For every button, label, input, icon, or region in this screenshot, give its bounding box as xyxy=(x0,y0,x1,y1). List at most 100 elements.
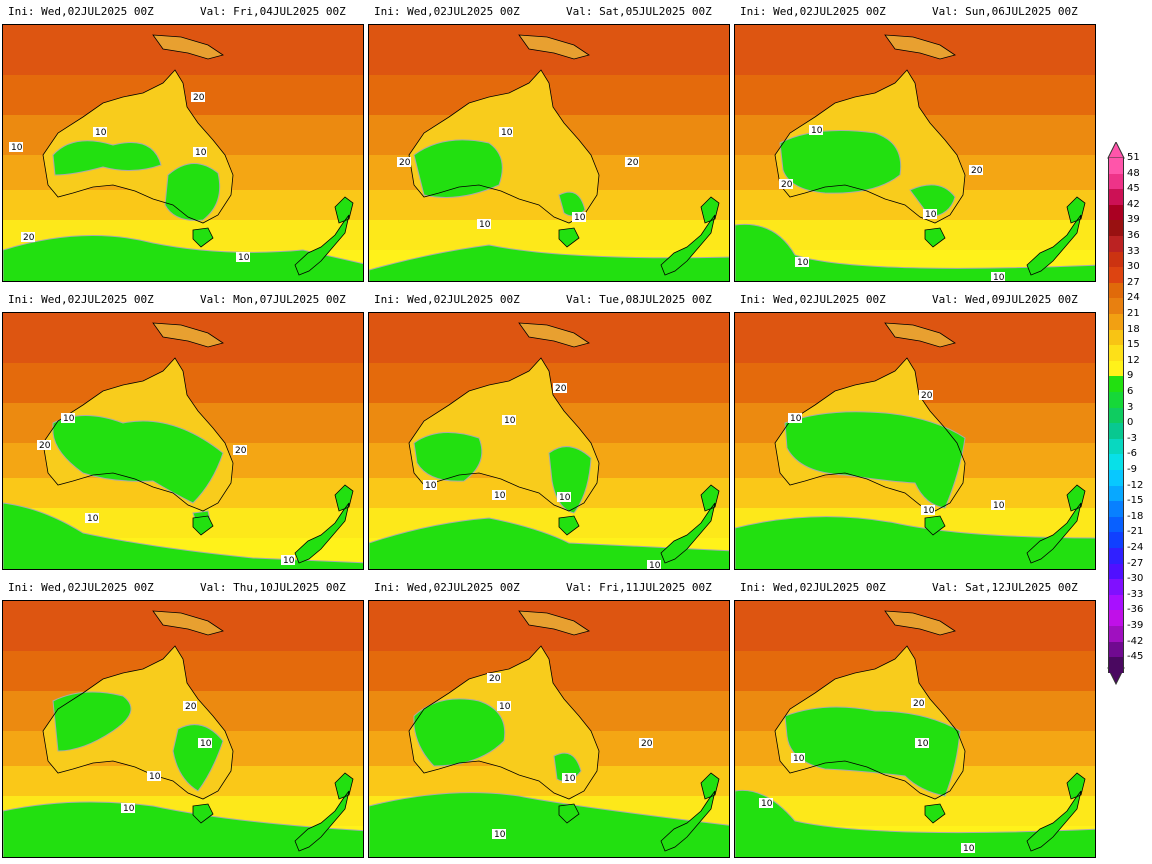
tasmania-coastline xyxy=(924,803,946,824)
contour-label: 10 xyxy=(95,128,107,138)
contour-label: 10 xyxy=(993,501,1005,511)
contour-label-bg xyxy=(779,179,793,189)
tasmania-coastline xyxy=(192,803,214,824)
contour-label: 10 xyxy=(87,514,99,524)
temperature-map: 10 20 20 10 10 xyxy=(2,312,364,570)
contour-label: 10 xyxy=(793,754,805,764)
contour-label: 20 xyxy=(39,441,51,451)
contour-label-bg xyxy=(9,142,23,152)
colorbar-tick-label: -39 xyxy=(1127,620,1144,631)
contour-label-bg xyxy=(37,440,51,450)
colorbar-tick-label: 21 xyxy=(1127,308,1140,319)
new-guinea-coastline xyxy=(884,322,956,348)
cold-region xyxy=(558,191,586,217)
init-time-label: Ini: Wed,02JUL2025 00Z xyxy=(8,293,154,306)
forecast-panel-9: Ini: Wed,02JUL2025 00Z Val: Sat,12JUL202… xyxy=(732,576,1098,864)
contour-label: 20 xyxy=(235,446,247,456)
colorbar-swatch xyxy=(1108,438,1124,455)
contour-label-bg xyxy=(85,513,99,523)
cold-region xyxy=(413,698,506,767)
valid-prefix: Val: xyxy=(200,293,227,306)
contour-label: 10 xyxy=(200,739,212,749)
contour-label-bg xyxy=(492,490,506,500)
contour-label: 10 xyxy=(574,213,586,223)
cold-region xyxy=(779,130,902,194)
temperature-map: 20 10 10 10 xyxy=(734,312,1096,570)
colorbar-tick-label: -9 xyxy=(1127,464,1137,475)
contour-label-bg xyxy=(923,209,937,219)
init-time-label: Ini: Wed,02JUL2025 00Z xyxy=(8,5,154,18)
new-zealand-coastline xyxy=(660,772,720,852)
contour-label-bg xyxy=(191,92,205,102)
contour-label-bg xyxy=(477,219,491,229)
new-guinea-coastline xyxy=(518,322,590,348)
map-canvas: 10 20 20 10 10 xyxy=(369,25,729,281)
colorbar-tick-label: -3 xyxy=(1127,432,1137,444)
colorbar-swatch xyxy=(1108,532,1124,549)
contour-label: 20 xyxy=(971,166,983,176)
tasmania-coastline xyxy=(558,803,580,824)
cold-region xyxy=(52,140,162,176)
colorbar-swatch xyxy=(1108,501,1124,518)
valid-time-label: Val: Mon,07JUL2025 00Z xyxy=(200,293,346,306)
contour-label-bg xyxy=(423,480,437,490)
init-time-label: Ini: Wed,02JUL2025 00Z xyxy=(740,5,886,18)
contour-label: 10 xyxy=(123,804,135,814)
cold-region xyxy=(735,516,1095,569)
contour-label-bg xyxy=(553,383,567,393)
australia-coastline xyxy=(774,357,966,512)
contour-label-bg xyxy=(198,738,212,748)
valid-time-value: Val: Wed,09JUL2025 00Z xyxy=(932,293,1078,306)
contour-label-bg xyxy=(397,157,411,167)
temperature-band xyxy=(369,220,729,250)
contour-label-bg xyxy=(969,165,983,175)
forecast-panel-6: Ini: Wed,02JUL2025 00Z Val: Wed,09JUL202… xyxy=(732,288,1098,576)
new-guinea-coastline xyxy=(152,322,224,348)
contour-label-bg xyxy=(919,390,933,400)
colorbar-swatch xyxy=(1108,236,1124,253)
map-canvas: 10 20 20 10 10 10 xyxy=(735,25,1095,281)
cold-region xyxy=(3,235,363,281)
contour-label: 20 xyxy=(627,158,639,168)
contour-label-bg xyxy=(788,413,802,423)
cold-region xyxy=(735,789,1095,857)
contour-label: 20 xyxy=(193,93,205,103)
colorbar-swatch xyxy=(1108,563,1124,580)
australia-coastline xyxy=(42,357,234,512)
colorbar-tick-label: -24 xyxy=(1127,542,1144,553)
new-guinea-coastline xyxy=(518,610,590,636)
temperature-map: 10 20 20 10 10 10 xyxy=(734,24,1096,282)
valid-time-label: Val: Tue,08JUL2025 00Z xyxy=(566,293,712,306)
colorbar-tick-label: -36 xyxy=(1127,604,1144,616)
panel-header: Ini: Wed,02JUL2025 00Z Val: Fri,04JUL202… xyxy=(0,0,366,24)
map-canvas: 10 20 10 20 10 10 xyxy=(3,25,363,281)
contour-label: 10 xyxy=(499,702,511,712)
forecast-panel-8: Ini: Wed,02JUL2025 00Z Val: Fri,11JUL202… xyxy=(366,576,732,864)
contour-label: 10 xyxy=(917,739,929,749)
contour-label: 10 xyxy=(761,799,773,809)
cold-region xyxy=(369,244,729,281)
colorbar-tick-label: 27 xyxy=(1127,276,1140,288)
cold-region xyxy=(413,432,483,482)
colorbar-swatch xyxy=(1108,579,1124,596)
colorbar-tick-label: 48 xyxy=(1127,167,1140,179)
colorbar-swatch xyxy=(1108,407,1124,424)
colorbar-swatch xyxy=(1108,657,1124,674)
new-guinea-coastline xyxy=(152,610,224,636)
colorbar-tick-label: 24 xyxy=(1127,292,1140,304)
panel-header: Ini: Wed,02JUL2025 00Z Val: Thu,10JUL202… xyxy=(0,576,366,600)
contour-label-bg xyxy=(991,272,1005,281)
contour-label-bg xyxy=(61,413,75,423)
contour-label-bg xyxy=(921,505,935,515)
valid-time-value: Val: Thu,10JUL2025 00Z xyxy=(200,581,346,594)
new-guinea-coastline xyxy=(518,34,590,60)
tasmania-coastline xyxy=(924,515,946,536)
contour-label: 20 xyxy=(641,739,653,749)
australia-coastline xyxy=(42,69,234,224)
colorbar-swatch xyxy=(1108,548,1124,565)
tasmania-coastline xyxy=(558,515,580,536)
colorbar-tick-label: 18 xyxy=(1127,323,1140,335)
new-zealand-coastline xyxy=(660,196,720,276)
forecast-panel-4: Ini: Wed,02JUL2025 00Z Val: Mon,07JUL202… xyxy=(0,288,366,576)
contour-label: 10 xyxy=(501,128,513,138)
